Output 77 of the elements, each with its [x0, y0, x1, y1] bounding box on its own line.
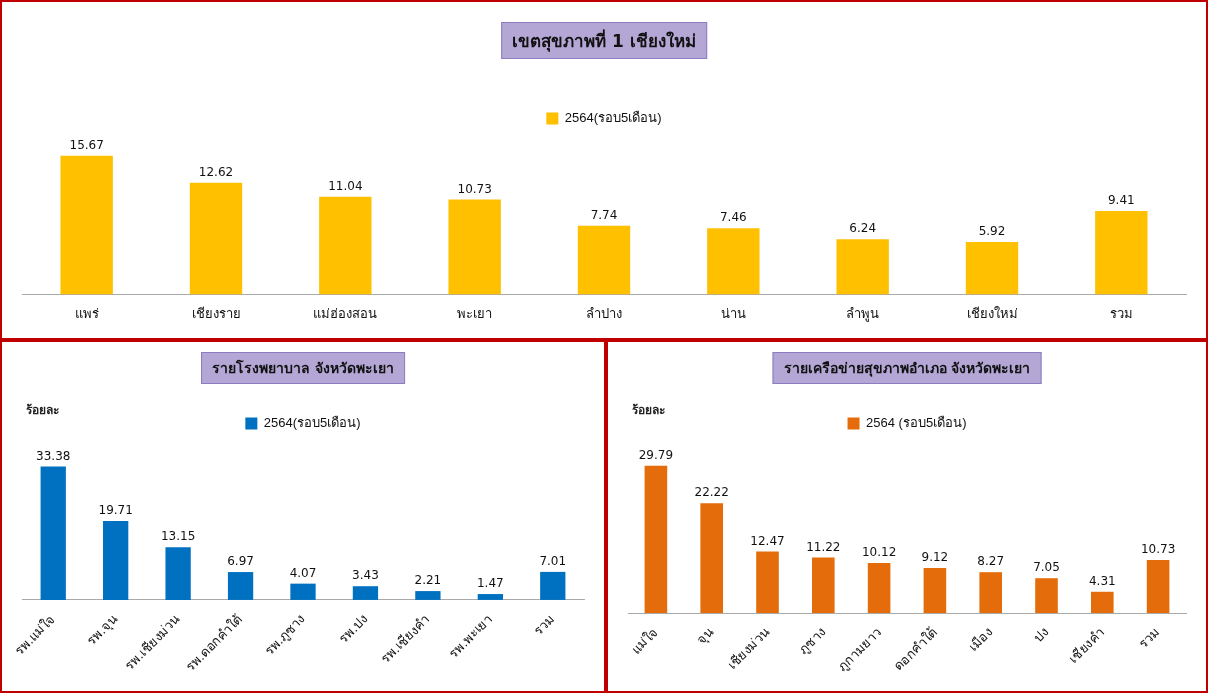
data-label: 10.73 [1140, 542, 1176, 557]
bar [923, 567, 947, 614]
x-tick-label: รวม [1109, 305, 1133, 321]
x-tick-label: แม่ฮ่องสอน [313, 305, 378, 321]
bar [836, 239, 889, 295]
chart-title: เขตสุขภาพที่ 1 เชียงใหม่ [501, 22, 707, 59]
x-tick-label: เชียงราย [191, 305, 241, 321]
x-tick-label: รวม [1135, 624, 1163, 652]
bar [40, 466, 66, 600]
data-label: 7.46 [719, 210, 747, 225]
legend-label: 2564(รอบ5เดือน) [263, 415, 361, 431]
data-label: 33.38 [36, 448, 71, 463]
chart-title: รายโรงพยาบาล จังหวัดพะเยา [201, 352, 405, 384]
data-label: 9.12 [921, 550, 949, 565]
data-label: 7.05 [1033, 560, 1060, 575]
bar [700, 503, 723, 614]
bar [227, 572, 254, 600]
legend-label: 2564(รอบ5เดือน) [564, 110, 662, 126]
bar [448, 199, 501, 295]
bar [1091, 591, 1114, 614]
data-label: 8.27 [977, 554, 1005, 569]
x-tick-label: พะเยา [457, 305, 493, 321]
bar [756, 551, 779, 614]
data-label: 6.97 [227, 554, 254, 569]
data-label: 29.79 [638, 447, 674, 462]
data-label: 22.22 [694, 485, 729, 500]
x-tick-label: จุน [693, 624, 718, 648]
data-label: 11.04 [328, 178, 363, 193]
bar [812, 557, 835, 614]
bar [319, 196, 372, 295]
x-tick-label: รวม [530, 611, 558, 639]
bar [415, 591, 441, 600]
bar [60, 155, 113, 295]
bar [165, 547, 191, 600]
y-axis-title: ร้อยละ [632, 402, 665, 419]
x-tick-label: น่าน [720, 305, 746, 321]
bar [707, 228, 760, 295]
chart-title: รายเครือข่ายสุขภาพอำเภอ จังหวัดพะเยา [772, 352, 1042, 384]
bar [189, 182, 243, 295]
bar [577, 225, 631, 295]
data-label: 7.01 [539, 554, 567, 569]
data-label: 3.43 [352, 568, 379, 583]
bar [103, 521, 129, 600]
data-label: 12.62 [198, 164, 234, 179]
bar [352, 586, 379, 600]
data-label: 13.15 [160, 529, 196, 544]
bar [540, 571, 566, 600]
data-label: 1.47 [476, 576, 504, 591]
data-label: 6.24 [849, 221, 877, 236]
bar [1095, 211, 1148, 295]
y-axis-title: ร้อยละ [26, 402, 59, 419]
bar [965, 241, 1019, 295]
x-tick-label: เชียงใหม่ [966, 305, 1018, 321]
bar [1146, 560, 1170, 614]
bar [979, 572, 1002, 614]
data-label: 4.31 [1088, 573, 1116, 588]
bar [290, 583, 316, 600]
data-label: 10.12 [861, 545, 897, 560]
bar [867, 563, 891, 614]
x-tick-label: แพร่ [74, 305, 99, 321]
data-label: 15.67 [69, 137, 104, 152]
bar [644, 465, 668, 614]
data-label: 5.92 [978, 224, 1006, 239]
data-label: 11.22 [806, 539, 841, 554]
bar [477, 594, 503, 600]
data-label: 9.41 [1107, 193, 1135, 208]
data-label: 2.21 [414, 573, 442, 588]
data-label: 19.71 [98, 503, 133, 518]
data-label: 7.74 [590, 207, 618, 222]
x-tick-label: ปง [1030, 624, 1052, 646]
data-label: 4.07 [289, 565, 317, 580]
x-tick-label: ลำปาง [586, 305, 622, 321]
bar [1035, 578, 1058, 614]
data-label: 12.47 [750, 533, 785, 548]
x-tick-label: ลำพูน [846, 305, 880, 322]
legend-label: 2564 (รอบ5เดือน) [866, 415, 967, 431]
data-label: 10.73 [457, 181, 492, 196]
